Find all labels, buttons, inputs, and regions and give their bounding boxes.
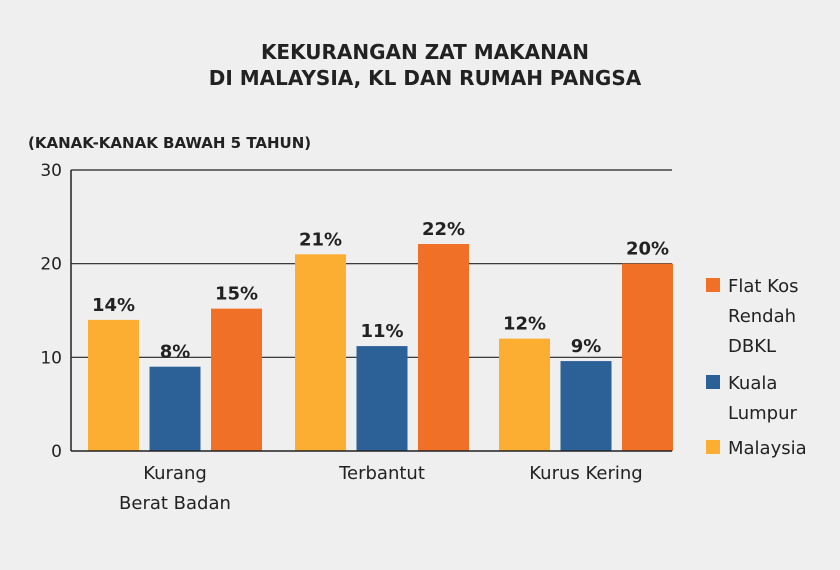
category-label: Berat Badan [119,493,231,514]
legend-swatch [706,278,720,292]
bar [149,366,201,451]
y-tick-label: 20 [40,255,62,275]
bar [560,361,612,451]
legend-label: Flat Kos [728,276,798,297]
y-tick-label: 0 [51,442,62,462]
bar [356,346,408,451]
legend-label: Malaysia [728,438,807,459]
category-labels: Kurang Berat Badan Terbantut Kurus Kering [119,463,643,514]
bar [418,243,469,451]
legend-item: Flat Kos Rendah DBKL [706,276,798,357]
legend-label: Rendah [728,306,796,327]
category-label: Kurus Kering [529,463,642,484]
legend-label: Lumpur [728,403,797,424]
legend-label: Kuala [728,373,777,394]
category-label: Kurang [143,463,207,484]
y-axis-label: (KANAK-KANAK BAWAH 5 TAHUN) [28,134,311,152]
bar [499,338,550,451]
legend-swatch [706,375,720,389]
y-tick-label: 30 [40,161,62,181]
bar [622,263,673,451]
bar [88,319,139,451]
y-tick-label: 10 [40,348,62,368]
data-label: 9% [571,336,602,357]
data-label: 20% [626,239,669,260]
bar [295,254,346,451]
data-labels: 14% 8% 15% 21% 11% 22% 12% 9% 20% [92,219,669,363]
data-label: 14% [92,295,135,316]
data-label: 15% [215,284,258,305]
legend-item: Malaysia [706,438,807,459]
data-label: 22% [422,219,465,240]
data-label: 8% [160,342,191,363]
data-label: 21% [299,229,342,250]
bar [211,308,262,451]
legend-item: Kuala Lumpur [706,373,797,424]
legend: Flat Kos Rendah DBKL Kuala Lumpur Malaysia [706,276,807,459]
legend-label: DBKL [728,336,776,357]
category-label: Terbantut [338,463,425,484]
legend-swatch [706,440,720,454]
chart-title-line-2: DI MALAYSIA, KL DAN RUMAH PANGSA [209,66,642,90]
chart-title-line-1: KEKURANGAN ZAT MAKANAN [261,40,589,64]
y-tick-labels: 0 10 20 30 [40,161,62,462]
bars [88,243,673,451]
data-label: 11% [360,321,403,342]
data-label: 12% [503,314,546,335]
